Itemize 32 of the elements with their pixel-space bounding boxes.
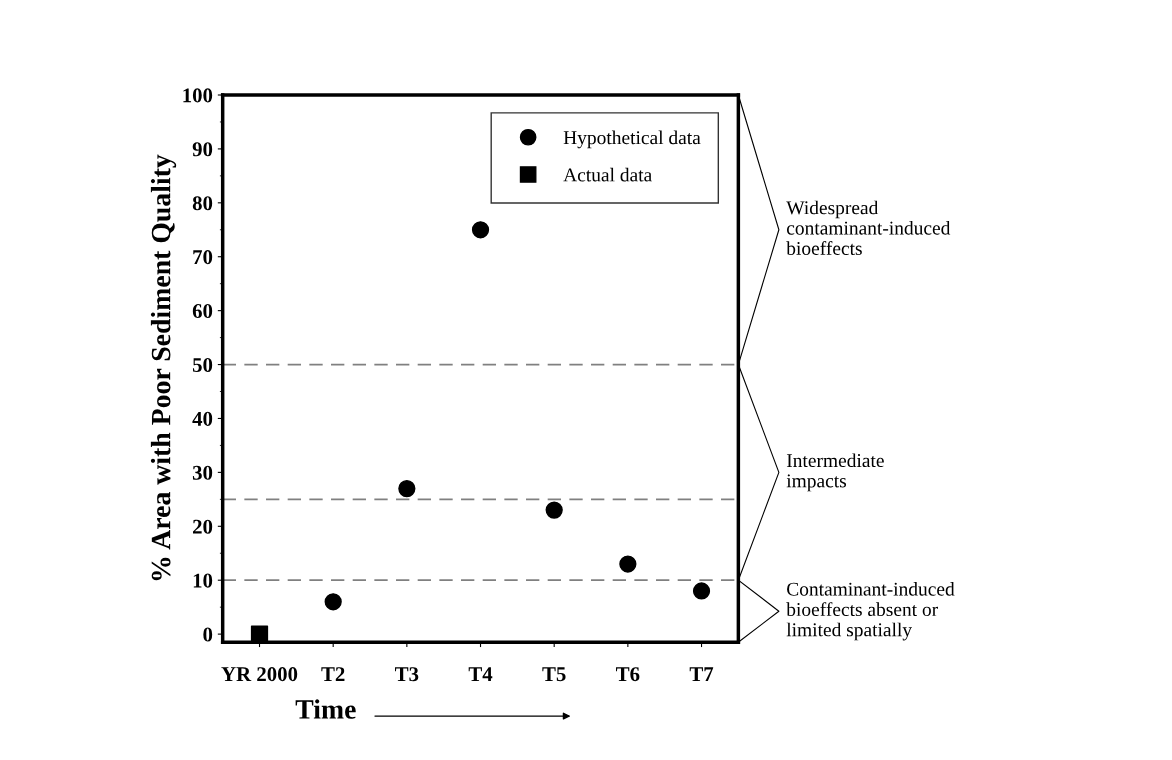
legend-label: Actual data xyxy=(563,167,652,182)
x-tick-label: T4 xyxy=(468,667,493,681)
x-axis-title: Time xyxy=(295,699,356,719)
point xyxy=(250,625,269,643)
x-tick-label: T6 xyxy=(616,667,640,682)
y-axis-title: % Area with Poor Sediment Quality xyxy=(150,154,177,581)
x-tick-label: T3 xyxy=(395,667,419,682)
y-tick-label: 30 xyxy=(192,465,213,480)
y-tick-label: 20 xyxy=(193,519,213,534)
text: Widespread contaminant-induced bioeffects xyxy=(786,200,951,255)
x-tick-label: T7 xyxy=(689,667,714,681)
point xyxy=(324,593,342,611)
point xyxy=(619,555,637,573)
point xyxy=(471,221,490,239)
point xyxy=(545,501,563,519)
y-tick-label: 90 xyxy=(192,142,213,157)
point xyxy=(398,479,416,498)
y-tick-label: 0 xyxy=(203,627,213,642)
y-tick-label: 40 xyxy=(192,411,213,426)
y-tick-label: 50 xyxy=(192,357,213,372)
y-tick-label: 80 xyxy=(192,196,213,211)
x-tick-label: YR 2000 xyxy=(221,667,298,682)
y-tick-label: 60 xyxy=(192,304,213,319)
text: Intermediate impacts xyxy=(786,453,884,492)
text: Contaminant-induced bioeffects absent or limited spatially xyxy=(786,582,955,641)
y-tick-label: 70 xyxy=(193,250,213,265)
y-tick-label: 100 xyxy=(183,88,213,103)
legend-label: Hypothetical data xyxy=(563,130,701,149)
point xyxy=(692,582,711,600)
x-tick-label: T5 xyxy=(542,667,566,682)
x-tick-label: T2 xyxy=(321,667,345,681)
y-tick-label: 10 xyxy=(193,573,213,588)
